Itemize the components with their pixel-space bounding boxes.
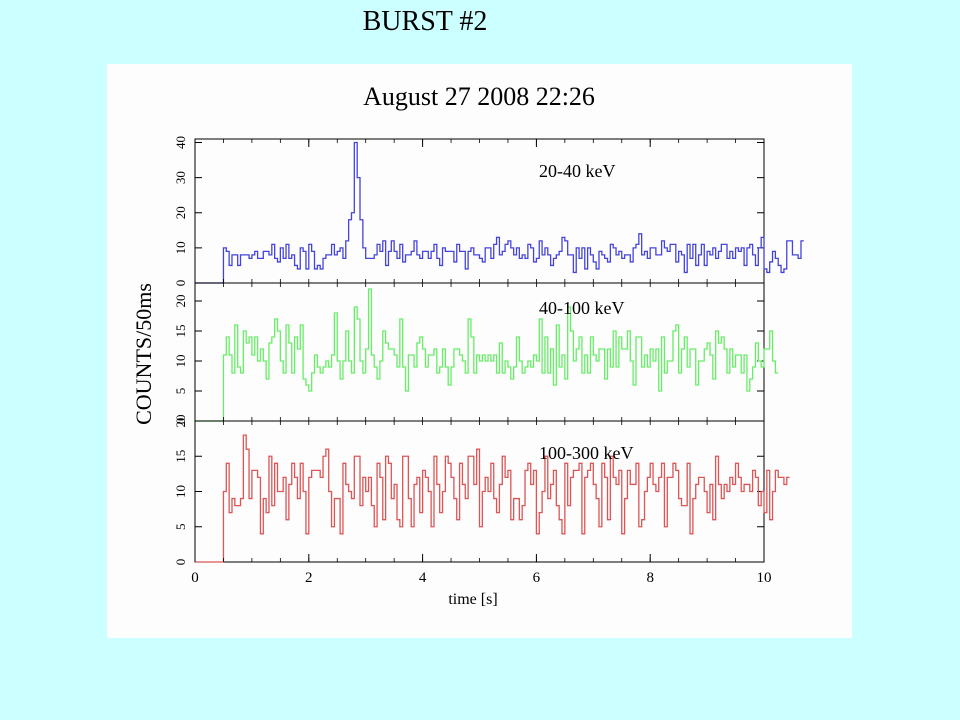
panel-2: 0 5 10 15 20 100-300 keV [173, 415, 790, 566]
y-tick-label: 15 [173, 450, 188, 463]
x-tick-label: 4 [419, 570, 427, 586]
y-tick-label: 30 [173, 171, 188, 184]
x-tick-label: 6 [533, 570, 541, 586]
y-tick-label: 15 [173, 325, 188, 338]
y-tick-label: 5 [173, 388, 188, 395]
y-tick-label: 10 [173, 241, 188, 254]
y-tick-label: 20 [173, 206, 188, 219]
x-tick-label: 2 [305, 570, 313, 586]
panel-0: 0 10 20 30 40 20-40 keV [173, 136, 804, 286]
series-line-2 [195, 434, 790, 563]
panels-group: 0 10 20 30 40 20-40 keV 0 5 10 15 20 40-100 keV 0 5 10… [173, 136, 804, 565]
y-tick-label: 0 [173, 280, 188, 287]
chart-title: August 27 2008 22:26 [363, 82, 595, 111]
y-axis-label: COUNTS/50ms [131, 283, 156, 425]
band-label: 20-40 keV [539, 161, 615, 181]
series-line-0 [195, 141, 804, 284]
x-tick-label: 10 [757, 570, 772, 586]
y-tick-label: 10 [173, 485, 188, 498]
x-axis: 0 2 4 6 8 10 [191, 139, 772, 586]
y-tick-label: 0 [173, 418, 188, 425]
chart-panel: August 27 2008 22:26 COUNTS/50ms time [s… [107, 64, 852, 638]
band-label: 40-100 keV [539, 298, 624, 318]
y-tick-label: 20 [173, 295, 188, 308]
y-tick-label: 20 [173, 415, 188, 428]
band-label: 100-300 keV [539, 443, 633, 463]
slide-title: BURST #2 [362, 6, 488, 37]
chart-canvas: August 27 2008 22:26 COUNTS/50ms time [s… [131, 82, 804, 608]
series-line-1 [195, 288, 779, 422]
y-tick-label: 0 [173, 559, 188, 566]
y-tick-label: 5 [173, 524, 188, 531]
panel-1: 0 5 10 15 20 40-100 keV [173, 282, 779, 425]
y-tick-label: 40 [173, 136, 188, 149]
x-axis-label: time [s] [448, 591, 497, 608]
x-tick-label: 0 [191, 570, 199, 586]
x-tick-label: 8 [646, 570, 654, 586]
y-tick-label: 10 [173, 355, 188, 368]
